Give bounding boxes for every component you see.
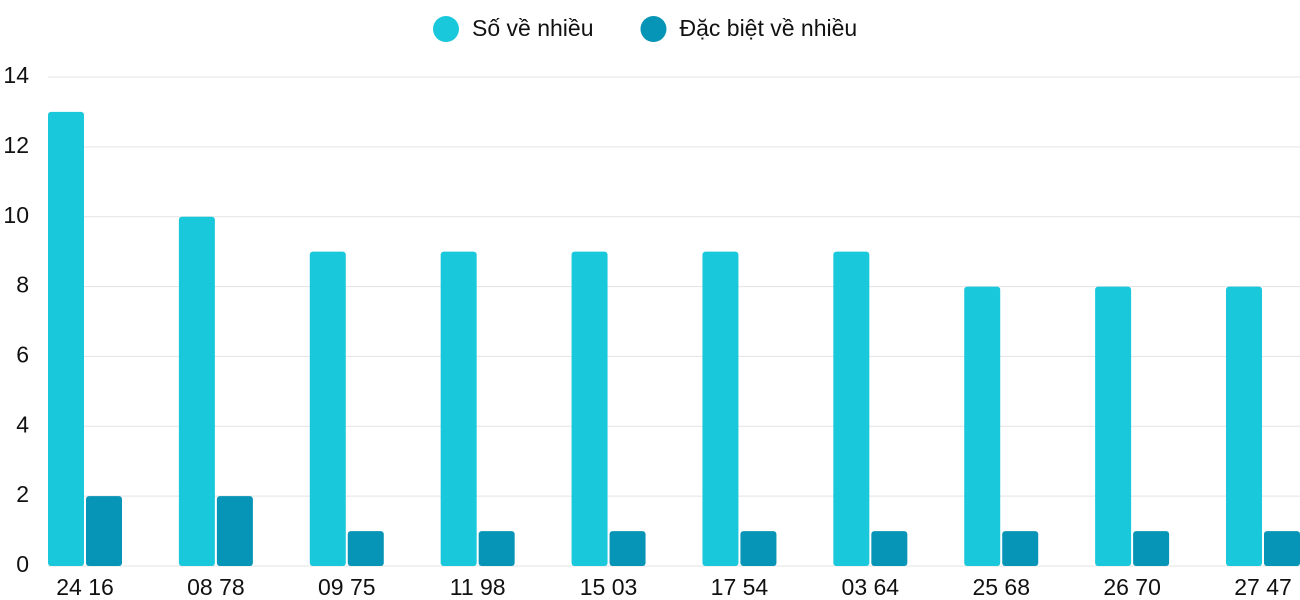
legend-marker <box>640 16 667 42</box>
bar <box>216 496 253 566</box>
bar <box>571 251 608 566</box>
x-tick-label: 11 98 <box>450 574 506 600</box>
bar <box>309 251 346 566</box>
x-tick-label: 24 16 <box>56 574 114 600</box>
legend-marker <box>433 16 459 42</box>
x-tick-label: 15 03 <box>580 574 638 600</box>
bar <box>440 251 477 566</box>
y-tick-label: 10 <box>3 202 29 228</box>
y-tick-label: 0 <box>16 551 29 577</box>
bar <box>86 496 122 566</box>
bar <box>48 111 84 566</box>
x-tick-label: 08 78 <box>187 574 245 600</box>
y-tick-label: 8 <box>16 272 29 298</box>
x-tick-label: 25 68 <box>972 574 1030 600</box>
bar <box>478 531 515 566</box>
bar <box>871 531 908 566</box>
bar <box>1133 531 1170 566</box>
y-tick-label: 14 <box>3 62 29 88</box>
bar <box>609 531 646 566</box>
x-tick-label: 26 70 <box>1103 574 1161 600</box>
x-tick-label: 09 75 <box>318 574 376 600</box>
bar <box>178 216 215 566</box>
y-tick-label: 12 <box>3 132 29 158</box>
bar <box>833 251 870 566</box>
bar <box>1226 286 1262 566</box>
bar <box>740 531 777 566</box>
legend-label: Số về nhiều <box>472 15 593 41</box>
bar <box>964 286 1001 566</box>
x-tick-label: 17 54 <box>711 574 769 600</box>
bar <box>702 251 739 566</box>
legend-label: Đặc biệt về nhiều <box>679 15 857 41</box>
bar <box>1002 531 1039 566</box>
y-tick-label: 6 <box>16 342 29 368</box>
y-tick-label: 2 <box>16 481 29 507</box>
x-tick-label: 03 64 <box>842 574 900 600</box>
bar <box>1264 531 1300 566</box>
bar <box>1095 286 1132 566</box>
y-tick-label: 4 <box>16 411 29 437</box>
x-tick-label: 27 47 <box>1234 574 1292 600</box>
bar <box>347 531 384 566</box>
